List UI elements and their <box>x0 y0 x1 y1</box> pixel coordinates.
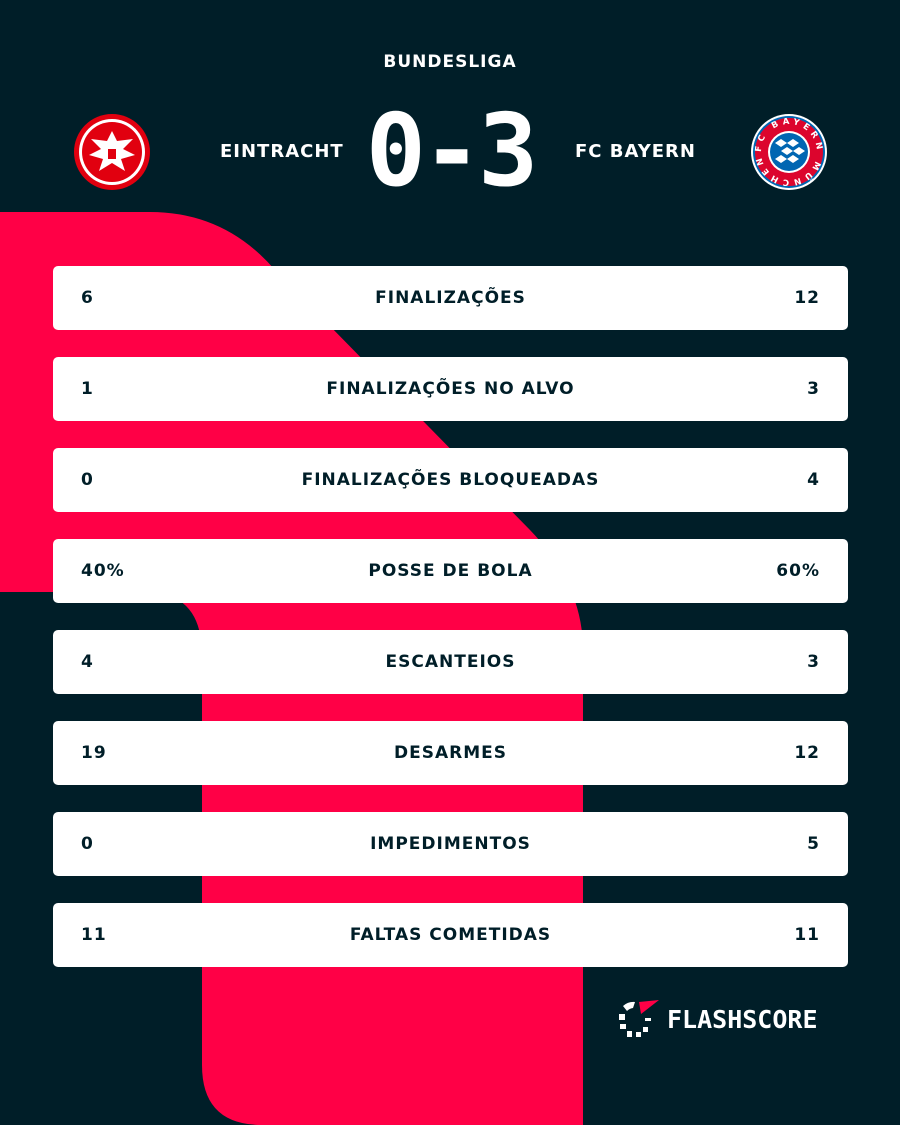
stat-row: 0 FINALIZAÇÕES BLOQUEADAS 4 <box>53 448 848 512</box>
stat-home-value: 11 <box>81 925 107 945</box>
eintracht-crest-icon <box>74 114 150 190</box>
stat-row: 11 FALTAS COMETIDAS 11 <box>53 903 848 967</box>
stat-home-value: 0 <box>81 834 94 854</box>
stat-label: FINALIZAÇÕES <box>375 288 526 308</box>
stat-away-value: 11 <box>794 925 820 945</box>
home-team-name: EINTRACHT <box>220 141 344 162</box>
stat-row: 0 IMPEDIMENTOS 5 <box>53 812 848 876</box>
away-team-name: FC BAYERN <box>575 141 696 162</box>
stat-row: 19 DESARMES 12 <box>53 721 848 785</box>
stat-label: FINALIZAÇÕES NO ALVO <box>326 379 575 399</box>
bayern-crest-icon: FC BAYERN MÜNCHEN <box>751 114 827 190</box>
stat-away-value: 3 <box>807 652 820 672</box>
stat-away-value: 60% <box>776 561 820 581</box>
stat-home-value: 6 <box>81 288 94 308</box>
stat-home-value: 40% <box>81 561 125 581</box>
flashscore-icon <box>619 1000 659 1037</box>
stat-row: 1 FINALIZAÇÕES NO ALVO 3 <box>53 357 848 421</box>
brand-name: FLASHSCORE <box>667 1004 818 1034</box>
stat-away-value: 12 <box>794 743 820 763</box>
stat-row: 6 FINALIZAÇÕES 12 <box>53 266 848 330</box>
stat-label: IMPEDIMENTOS <box>370 834 531 854</box>
flashscore-logo: FLASHSCORE <box>617 1000 818 1038</box>
stat-label: ESCANTEIOS <box>385 652 516 672</box>
stat-away-value: 4 <box>807 470 820 490</box>
stat-home-value: 1 <box>81 379 94 399</box>
stat-away-value: 3 <box>807 379 820 399</box>
stat-away-value: 5 <box>807 834 820 854</box>
stat-label: FALTAS COMETIDAS <box>349 925 552 945</box>
stat-label: DESARMES <box>394 743 507 763</box>
stat-label: FINALIZAÇÕES BLOQUEADAS <box>301 470 600 490</box>
stat-row: 4 ESCANTEIOS 3 <box>53 630 848 694</box>
stat-label: POSSE DE BOLA <box>368 561 533 581</box>
match-score: 0-3 <box>365 92 539 209</box>
stat-row: 40% POSSE DE BOLA 60% <box>53 539 848 603</box>
league-name: BUNDESLIGA <box>383 52 517 72</box>
stat-away-value: 12 <box>794 288 820 308</box>
stat-home-value: 4 <box>81 652 94 672</box>
stat-home-value: 0 <box>81 470 94 490</box>
stat-home-value: 19 <box>81 743 107 763</box>
